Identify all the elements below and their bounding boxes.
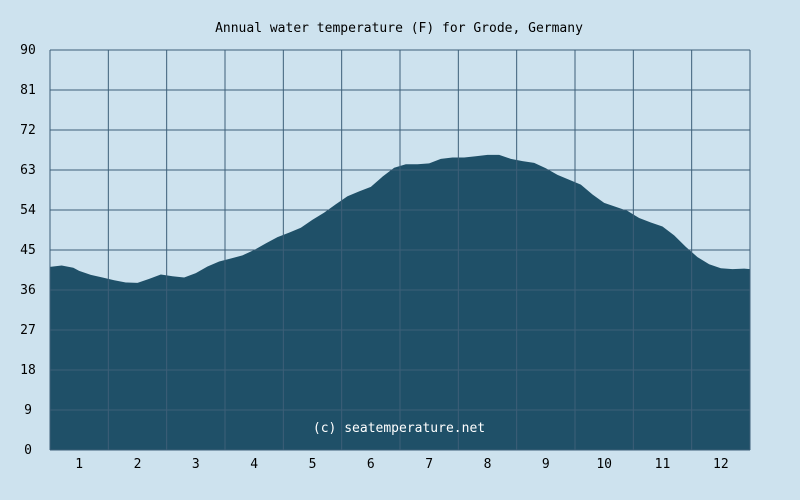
y-tick-label: 90	[20, 43, 36, 58]
x-tick-label: 5	[309, 457, 317, 472]
y-tick-label: 72	[20, 123, 36, 138]
chart-title: Annual water temperature (F) for Grode, …	[215, 21, 583, 36]
y-tick-label: 18	[20, 363, 36, 378]
y-tick-label: 45	[20, 243, 36, 258]
x-tick-label: 8	[484, 457, 492, 472]
x-tick-label: 9	[542, 457, 550, 472]
y-tick-label: 36	[20, 283, 36, 298]
x-tick-label: 6	[367, 457, 375, 472]
y-tick-label: 63	[20, 163, 36, 178]
grid-lines	[49, 49, 751, 451]
y-tick-label: 9	[24, 403, 32, 418]
x-tick-label: 12	[713, 457, 729, 472]
y-tick-label: 27	[20, 323, 36, 338]
y-axis-ticks: 0 9 18 27 36 45 54 63 72 81 90	[20, 43, 36, 458]
x-tick-label: 4	[250, 457, 258, 472]
x-tick-label: 11	[655, 457, 671, 472]
y-tick-label: 0	[24, 443, 32, 458]
watermark-text: (c) seatemperature.net	[313, 421, 485, 436]
y-tick-label: 81	[20, 83, 36, 98]
x-tick-label: 10	[596, 457, 612, 472]
y-tick-label: 54	[20, 203, 36, 218]
x-tick-label: 7	[425, 457, 433, 472]
x-tick-label: 1	[75, 457, 83, 472]
x-tick-label: 2	[134, 457, 142, 472]
x-tick-label: 3	[192, 457, 200, 472]
x-axis-ticks: 1 2 3 4 5 6 7 8 9 10 11 12	[75, 457, 728, 472]
